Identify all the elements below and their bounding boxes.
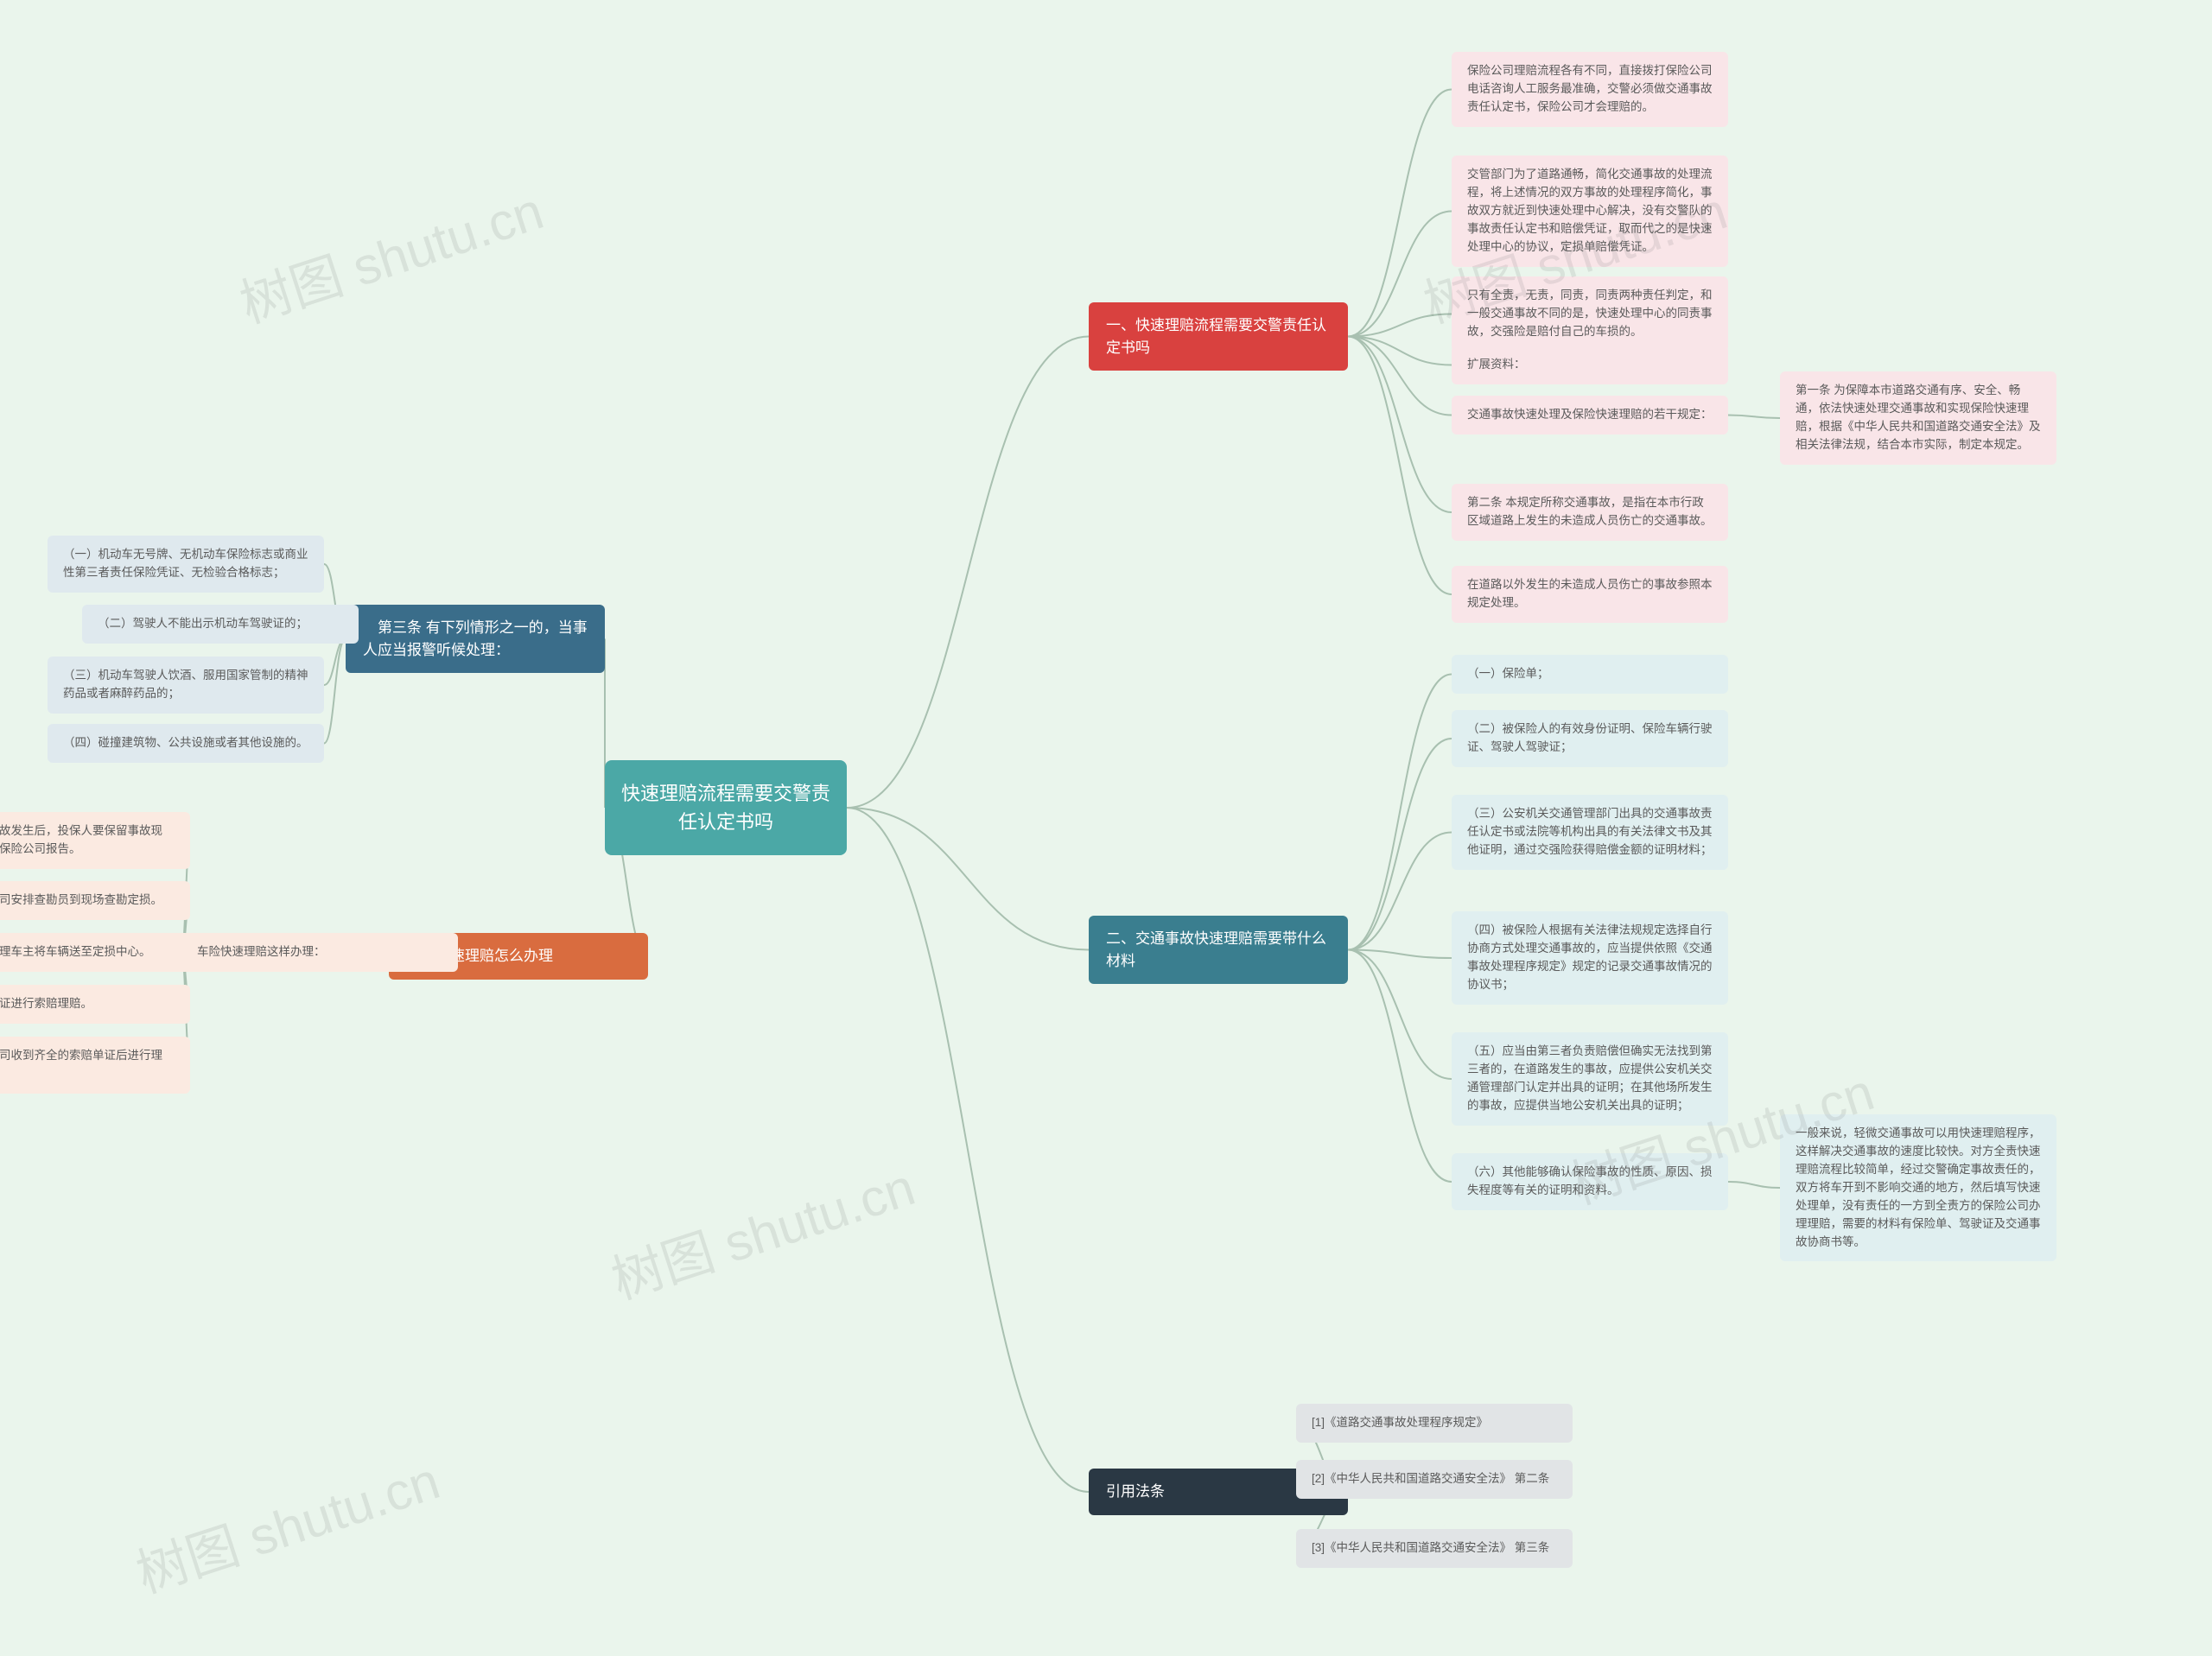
leaf-node: （三）定损修理车主将车辆送至定损中心。 (0, 933, 190, 972)
leaf-node: （二）被保险人的有效身份证明、保险车辆行驶证、驾驶人驾驶证； (1452, 710, 1728, 767)
center-node: 快速理赔流程需要交警责任认定书吗 (605, 760, 847, 855)
leaf-node: [3]《中华人民共和国道路交通安全法》 第三条 (1296, 1529, 1573, 1568)
leaf-node: [1]《道路交通事故处理程序规定》 (1296, 1404, 1573, 1443)
branch-node: 一、快速理赔流程需要交警责任认定书吗 (1089, 302, 1348, 371)
branch-node: 二、交通事故快速理赔需要带什么材料 (1089, 916, 1348, 984)
leaf-node: （六）其他能够确认保险事故的性质、原因、损失程度等有关的证明和资料。 (1452, 1153, 1728, 1210)
leaf-node: （五）应当由第三者负责赔偿但确实无法找到第三者的，在道路发生的事故，应提供公安机… (1452, 1032, 1728, 1126)
leaf-node: [2]《中华人民共和国道路交通安全法》 第二条 (1296, 1460, 1573, 1499)
watermark: 树图 shutu.cn (601, 1145, 923, 1314)
watermark: 树图 shutu.cn (229, 169, 551, 338)
leaf-node: 扩展资料： (1452, 346, 1728, 384)
leaf-node: 在道路以外发生的未造成人员伤亡的事故参照本规定处理。 (1452, 566, 1728, 623)
leaf-node: 车险快速理赔这样办理： (181, 933, 458, 972)
leaf-node: 第一条 为保障本市道路交通有序、安全、畅通，依法快速处理交通事故和实现保险快速理… (1780, 371, 2056, 465)
leaf-node: （三）公安机关交通管理部门出具的交通事故责任认定书或法院等机构出具的有关法律文书… (1452, 795, 1728, 870)
leaf-node: 交通事故快速处理及保险快速理赔的若干规定： (1452, 396, 1728, 435)
leaf-node: （四）碰撞建筑物、公共设施或者其他设施的。 (48, 724, 324, 763)
leaf-node: （五）保险公司收到齐全的索赔单证后进行理算。 (0, 1037, 190, 1094)
leaf-node: 一般来说，轻微交通事故可以用快速理赔程序，这样解决交通事故的速度比较快。对方全责… (1780, 1114, 2056, 1261)
leaf-node: （四）被保险人根据有关法律法规规定选择自行协商方式处理交通事故的，应当提供依照《… (1452, 911, 1728, 1005)
leaf-node: 保险公司理赔流程各有不同，直接拨打保险公司电话咨询人工服务最准确，交警必须做交通… (1452, 52, 1728, 127)
leaf-node: （二）保险公司安排查勘员到现场查勘定损。 (0, 881, 190, 920)
leaf-node: （一）报案事故发生后，投保人要保留事故现场，并立即向保险公司报告。 (0, 812, 190, 869)
leaf-node: 第二条 本规定所称交通事故，是指在本市行政区域道路上发生的未造成人员伤亡的交通事… (1452, 484, 1728, 541)
leaf-node: （四）提交单证进行索赔理赔。 (0, 985, 190, 1024)
branch-node: 第三条 有下列情形之一的，当事人应当报警听候处理： (346, 605, 605, 673)
leaf-node: 只有全责，无责，同责，同责两种责任判定，和一般交通事故不同的是，快速处理中心的同… (1452, 276, 1728, 352)
watermark: 树图 shutu.cn (125, 1439, 448, 1608)
leaf-node: （三）机动车驾驶人饮酒、服用国家管制的精神药品或者麻醉药品的； (48, 657, 324, 714)
leaf-node: （一）机动车无号牌、无机动车保险标志或商业性第三者责任保险凭证、无检验合格标志； (48, 536, 324, 593)
leaf-node: （一）保险单； (1452, 655, 1728, 694)
leaf-node: （二）驾驶人不能出示机动车驾驶证的； (82, 605, 359, 644)
leaf-node: 交管部门为了道路通畅，简化交通事故的处理流程，将上述情况的双方事故的处理程序简化… (1452, 155, 1728, 267)
